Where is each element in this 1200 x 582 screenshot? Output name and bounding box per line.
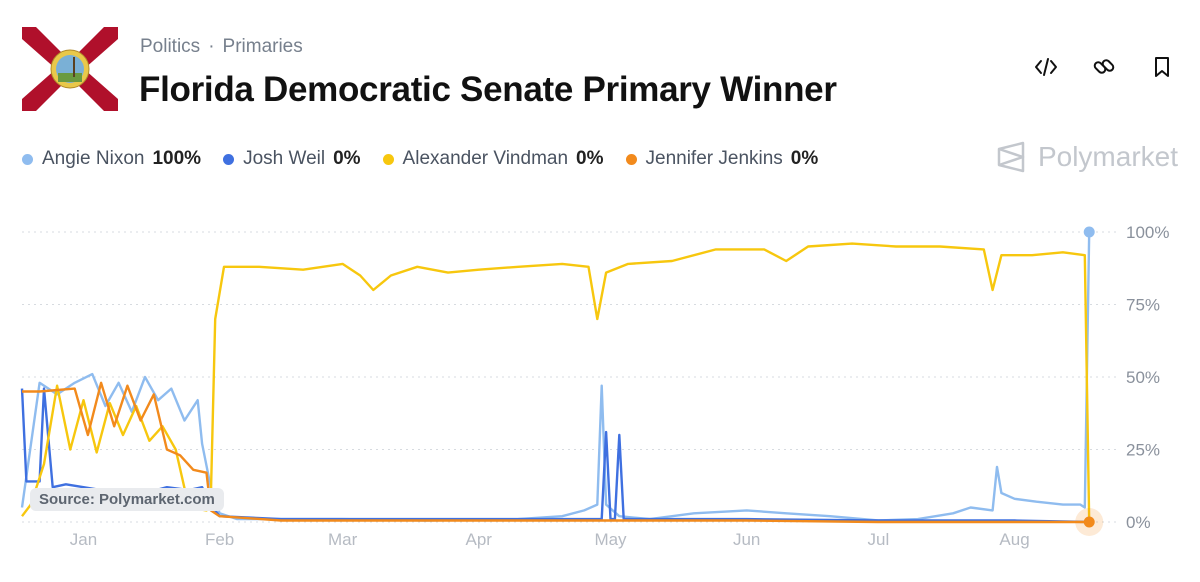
x-tick-label: Mar	[328, 530, 358, 549]
link-icon[interactable]	[1092, 55, 1116, 79]
legend-dot	[223, 153, 235, 165]
x-tick-label: Jun	[733, 530, 760, 549]
y-tick-label: 50%	[1126, 368, 1160, 387]
legend-dot	[22, 153, 33, 165]
legend-dot	[382, 153, 394, 165]
legend-label: Josh Weil	[243, 148, 326, 169]
legend-item-josh-weil[interactable]: Josh Weil 0%	[223, 148, 361, 170]
market-header: Politics · Primaries Florida Democratic Se…	[22, 27, 1182, 117]
x-tick-label: Aug	[999, 530, 1029, 549]
polymarket-watermark: Polymarket	[996, 141, 1178, 173]
y-tick-label: 75%	[1126, 296, 1160, 315]
end-marker-jennifer-jenkins	[1083, 516, 1095, 528]
brand-name: Polymarket	[1037, 141, 1178, 172]
x-tick-label: Apr	[466, 530, 493, 549]
legend-item-alexander-vindman[interactable]: Alexander Vindman 0%	[382, 148, 604, 170]
legend-label: Jennifer Jenkins	[645, 148, 783, 169]
chart-legend: Angie Nixon 100% Josh Weil 0% Alexander …	[22, 148, 818, 170]
legend-value: 0%	[790, 148, 819, 169]
legend-label: Angie Nixon	[42, 148, 145, 169]
series-line-alexander-vindman	[21, 242, 1091, 523]
x-tick-label: Jul	[868, 530, 890, 549]
breadcrumb-separator: ·	[208, 36, 215, 57]
y-tick-label: 25%	[1126, 441, 1160, 460]
legend-value: 0%	[576, 148, 604, 169]
source-label: Source: Polymarket.com	[30, 488, 224, 511]
polymarket-logo-icon	[997, 141, 1025, 173]
series-line-angie-nixon	[20, 231, 1091, 522]
legend-item-angie-nixon[interactable]: Angie Nixon 100%	[22, 148, 201, 170]
breadcrumb-primaries[interactable]: Primaries	[222, 36, 303, 57]
x-tick-label: May	[594, 530, 627, 549]
florida-flag-icon	[22, 27, 118, 111]
breadcrumb: Politics · Primaries	[140, 36, 303, 58]
x-tick-label: Jan	[70, 530, 97, 549]
bookmark-icon[interactable]	[1150, 55, 1174, 79]
action-bar	[1034, 55, 1174, 79]
end-marker-angie-nixon	[1083, 226, 1095, 238]
legend-value: 0%	[333, 148, 361, 169]
legend-label: Alexander Vindman	[402, 148, 569, 169]
y-tick-label: 100%	[1126, 223, 1169, 242]
breadcrumb-politics[interactable]: Politics	[140, 36, 201, 57]
legend-value: 100%	[152, 148, 202, 169]
embed-icon[interactable]	[1034, 55, 1058, 79]
y-tick-label: 0%	[1126, 513, 1151, 532]
legend-item-jennifer-jenkins[interactable]: Jennifer Jenkins 0%	[625, 148, 819, 170]
series-line-jennifer-jenkins	[22, 381, 1090, 524]
legend-dot	[625, 153, 637, 165]
x-tick-label: Feb	[205, 530, 234, 549]
page-title: Florida Democratic Senate Primary Winner	[139, 70, 837, 109]
